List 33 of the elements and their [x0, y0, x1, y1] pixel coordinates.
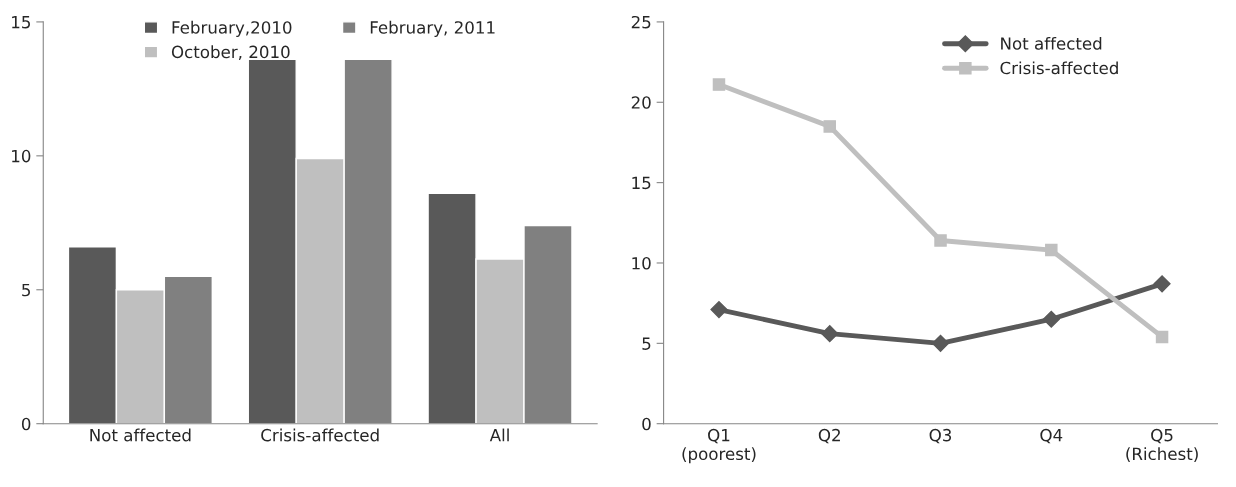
legend-label: October, 2010 [171, 45, 290, 60]
point [823, 120, 837, 133]
y-tick-label: 20 [631, 96, 651, 109]
x-tick-label: Q1 (poorest) [682, 428, 756, 464]
x-tick-label: Q2 [818, 428, 840, 444]
y-tick-label: 15 [12, 16, 30, 29]
x-tick-label: Q5 (Richest) [1126, 428, 1198, 463]
legend-label: February,2010 [172, 20, 292, 37]
y-tick-label: 0 [642, 417, 651, 431]
y-tick-label: 10 [632, 256, 651, 270]
legend-label: Crisis-affected [1000, 61, 1118, 75]
x-tick-label: Q3 [929, 428, 952, 444]
point [934, 234, 947, 247]
point [821, 325, 839, 343]
y-tick-label: 10 [12, 149, 31, 163]
y-tick-label: 5 [642, 337, 651, 350]
point [1045, 243, 1058, 257]
point [1042, 310, 1060, 328]
point [710, 301, 728, 319]
x-tick-label: All [489, 428, 509, 442]
x-tick-label: Not affected [90, 428, 191, 442]
point [931, 334, 950, 352]
point [712, 78, 726, 91]
y-tick-label: 5 [22, 283, 30, 297]
y-tick-label: 15 [632, 176, 651, 190]
y-tick-label: 0 [21, 417, 31, 431]
point [1155, 330, 1169, 344]
point [1153, 275, 1171, 293]
y-tick-label: 25 [631, 15, 651, 29]
x-tick-label: Crisis-affected [261, 428, 379, 442]
legend-label: Not affected [1001, 36, 1102, 50]
legend-label: February, 2011 [370, 20, 495, 37]
x-tick-label: Q4 [1040, 428, 1063, 444]
